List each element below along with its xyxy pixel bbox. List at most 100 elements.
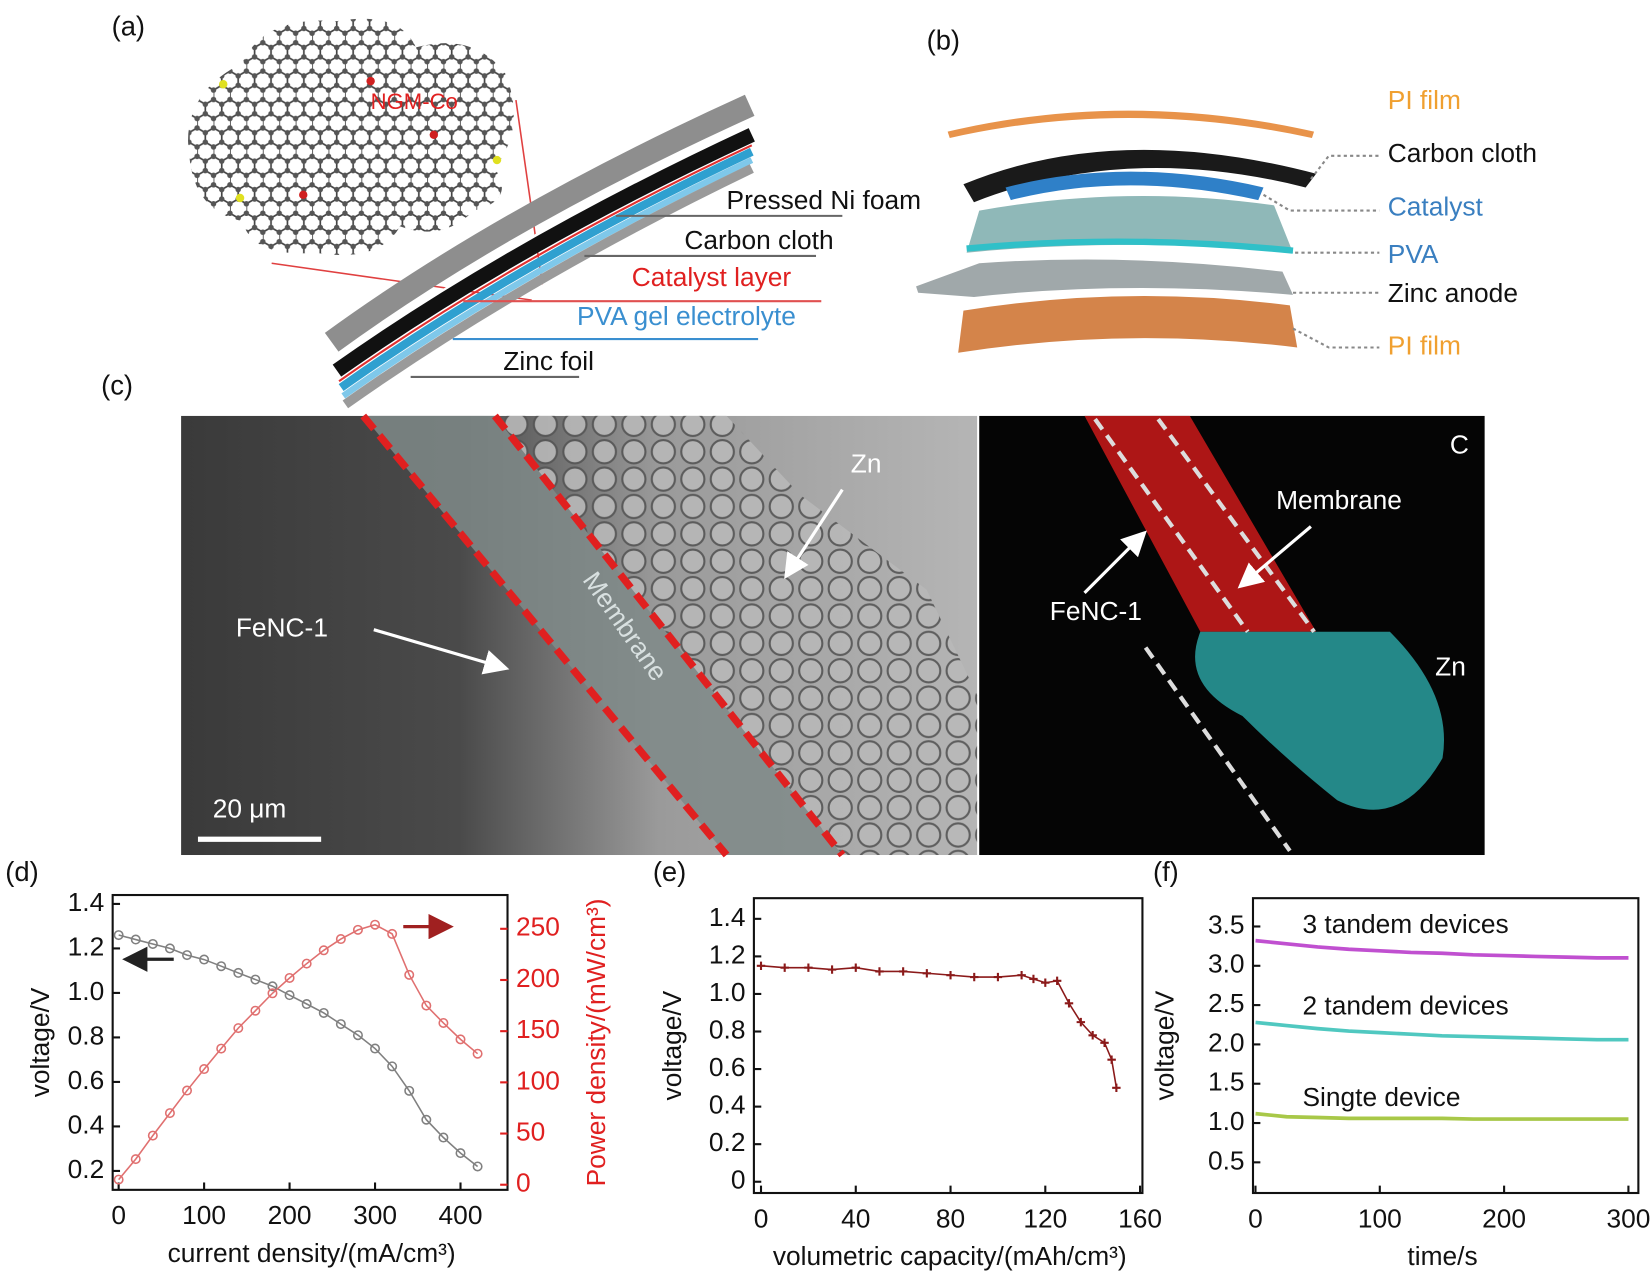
series-line [1255, 1111, 1629, 1121]
x-tick-label: 200 [268, 1200, 312, 1230]
layer-label: Carbon cloth [684, 225, 833, 255]
y-tick-label: 2.0 [1208, 1027, 1245, 1057]
layer-label: PI film [1388, 330, 1461, 360]
data-point [1076, 1017, 1086, 1027]
data-point [352, 1030, 363, 1041]
data-point [387, 928, 398, 939]
membrane-region [363, 415, 843, 856]
y2-tick-label: 50 [516, 1116, 545, 1146]
data-point [284, 972, 295, 983]
data-point [455, 1148, 466, 1159]
arrow [1237, 525, 1312, 589]
atom [235, 193, 245, 203]
data-point [267, 988, 278, 999]
arrow [784, 488, 844, 580]
data-point [370, 919, 381, 930]
data-point [164, 1108, 175, 1119]
series-line [118, 934, 479, 1168]
layer-label: Pressed Ni foam [727, 185, 922, 215]
x-tick-label: 400 [439, 1200, 483, 1230]
x-tick-label: 300 [1606, 1203, 1650, 1233]
y2-axis-title: Power density/(mW/cm³) [581, 898, 611, 1186]
data-point [233, 1023, 244, 1034]
boundary [360, 413, 846, 858]
data-point [370, 1043, 381, 1054]
arrow [1083, 530, 1147, 594]
series-label: 2 tandem devices [1302, 991, 1508, 1021]
data-point [970, 972, 979, 982]
y2-tick-label: 0 [516, 1168, 531, 1198]
data-point [216, 961, 227, 972]
panel-label: (f) [1153, 856, 1179, 887]
sem-label: Zn [851, 448, 882, 478]
series-line [118, 923, 479, 1181]
data-point [1100, 1038, 1109, 1047]
data-point [1052, 976, 1062, 986]
x-tick-label: 80 [936, 1203, 965, 1233]
x-tick-label: 0 [754, 1203, 769, 1233]
layer-label: Carbon cloth [1388, 138, 1537, 168]
data-point [827, 965, 837, 974]
data-point [335, 1019, 346, 1030]
map-label: C [1450, 429, 1469, 459]
x-axis-title: current density/(mA/cm³) [168, 1238, 456, 1268]
y-tick-label: 1.5 [1208, 1067, 1245, 1097]
data-point [993, 972, 1003, 982]
y-tick-label: 0.8 [68, 1020, 105, 1050]
series-label: 3 tandem devices [1302, 909, 1508, 939]
x-tick-label: 300 [353, 1200, 397, 1230]
y-axis-title: voltage/V [1150, 990, 1180, 1100]
x-axis-title: volumetric capacity/(mAh/cm³) [773, 1241, 1127, 1271]
graphene-sheet [188, 18, 514, 256]
atom [299, 190, 308, 200]
series-line [1255, 1020, 1629, 1042]
x-tick-label: 200 [1482, 1203, 1526, 1233]
plot-frame [752, 897, 1144, 1195]
data-point [284, 990, 295, 1001]
y-tick-label: 1.2 [709, 939, 746, 969]
panel-label: (e) [653, 856, 686, 887]
y-tick-label: 2.5 [1208, 988, 1245, 1018]
layer-label: Zinc anode [1388, 278, 1518, 308]
data-point [164, 943, 175, 954]
y2-tick-label: 250 [516, 912, 560, 942]
data-point [472, 1048, 483, 1059]
pointer-lines [1262, 154, 1380, 349]
panel-label: (d) [5, 856, 38, 887]
data-point [352, 924, 363, 935]
y-tick-label: 1.4 [709, 902, 746, 932]
device-stack [916, 110, 1317, 353]
data-point [1107, 1055, 1116, 1064]
plot-frame [111, 893, 509, 1191]
data-point [318, 945, 329, 956]
y-tick-label: 0.4 [709, 1090, 746, 1120]
boundary [1093, 417, 1316, 853]
data-point [1029, 974, 1038, 984]
y2-tick-label: 200 [516, 963, 560, 993]
layer-label: PVA [1388, 239, 1439, 269]
layer-stack [324, 94, 755, 409]
data-point [113, 1174, 124, 1185]
data-point [387, 1061, 398, 1072]
y-tick-label: 0.6 [68, 1065, 105, 1095]
data-point [946, 970, 955, 980]
x-tick-label: 100 [1358, 1203, 1402, 1233]
data-point [233, 967, 244, 978]
data-point [922, 969, 932, 978]
atom [492, 155, 502, 165]
data-point [216, 1043, 227, 1054]
data-point [472, 1161, 483, 1172]
data-point [130, 934, 141, 945]
series-line [1255, 938, 1629, 960]
y-tick-label: 1.0 [709, 977, 746, 1007]
data-point [1112, 1083, 1121, 1093]
y-tick-label: 0.2 [709, 1127, 746, 1157]
data-point [1064, 999, 1074, 1008]
data-point [318, 1007, 329, 1018]
y2-tick-label: 150 [516, 1014, 560, 1044]
y-tick-label: 0 [731, 1165, 746, 1195]
molecule-label: NGM-Co [371, 89, 458, 114]
layer-label: Catalyst [1388, 191, 1484, 221]
data-point [250, 974, 261, 985]
data-point [301, 958, 312, 969]
